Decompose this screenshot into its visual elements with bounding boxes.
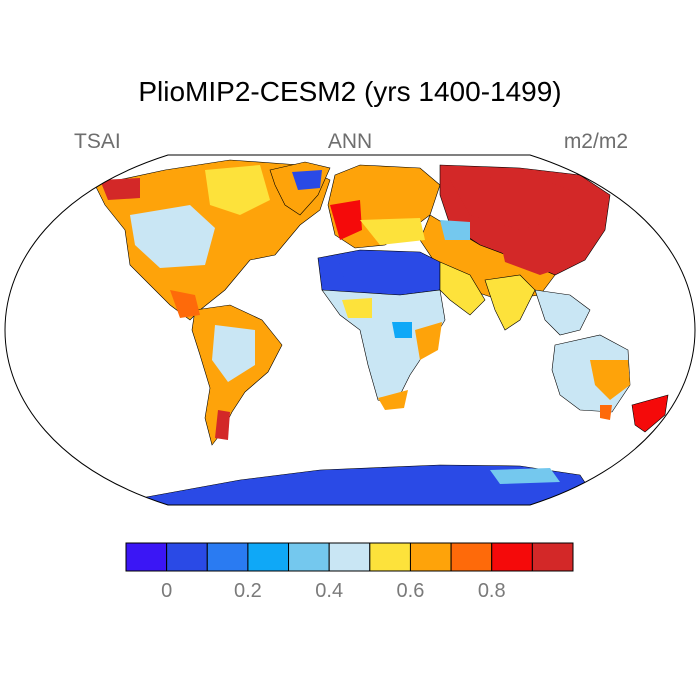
colorbar-swatch (166, 542, 208, 572)
colorbar-swatch (247, 542, 290, 572)
colorbar-swatch (491, 542, 533, 572)
field-patch (600, 405, 612, 420)
colorbar-swatch (288, 542, 330, 572)
colorbar-swatch (328, 542, 371, 572)
field-patch (215, 410, 230, 440)
colorbar-swatch (206, 542, 249, 572)
map-boundary (4, 154, 696, 506)
colorbar-swatch (369, 542, 411, 572)
colorbar-swatch (409, 542, 452, 572)
field-patch (450, 175, 570, 230)
field-patch (130, 205, 215, 268)
region-north-america (94, 159, 331, 321)
region-southeast-asia (534, 289, 591, 336)
region-africa (321, 289, 446, 406)
units-label: m2/m2 (563, 130, 628, 153)
colorbar: 0 0.2 0.4 0.6 0.8 (125, 542, 574, 602)
colorbar-tick-label: 0 (161, 580, 172, 602)
colorbar-swatch (450, 542, 493, 572)
field-patch (100, 178, 140, 200)
field-patch (590, 360, 630, 400)
region-arabia (439, 261, 486, 316)
land-detail (100, 165, 630, 484)
field-patch (212, 325, 255, 382)
colorbar-swatch (531, 542, 574, 572)
field-patch (392, 322, 412, 338)
field-patch (330, 200, 362, 240)
field-patch (500, 238, 570, 275)
field-patch (170, 290, 200, 318)
field-patch (342, 298, 372, 318)
field-patch (440, 220, 470, 240)
field-patch (490, 468, 560, 484)
colorbar-tick-label: 0.8 (478, 580, 506, 602)
field-patch (338, 255, 415, 282)
field-patch (360, 218, 425, 245)
field-patch (205, 165, 270, 215)
plot-title: PlioMIP2-CESM2 (yrs 1400-1499) (138, 76, 562, 107)
season-label: ANN (327, 130, 373, 153)
variable-label: TSAI (74, 130, 121, 153)
colorbar-tick-label: 0.2 (234, 580, 262, 602)
field-patch (378, 390, 408, 410)
region-antarctica (129, 464, 601, 505)
field-patch (415, 322, 442, 360)
colorbar-tick-label: 0.6 (397, 580, 425, 602)
field-patch (292, 170, 322, 190)
colorbar-tick-label: 0.4 (315, 580, 343, 602)
region-india (484, 274, 536, 331)
region-new-zealand (631, 394, 669, 433)
colorbar-swatch (125, 542, 168, 572)
